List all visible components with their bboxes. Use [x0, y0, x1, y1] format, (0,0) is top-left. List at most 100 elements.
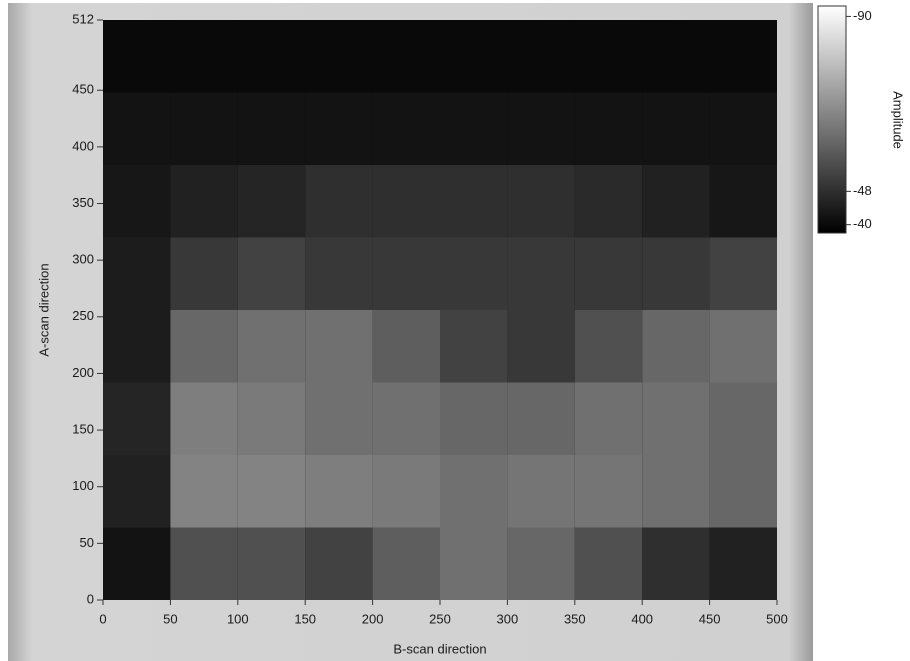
heat-cell — [574, 165, 643, 238]
heat-cell — [709, 92, 777, 165]
heat-cell — [642, 165, 710, 238]
y-axis-title: A-scan direction — [36, 263, 51, 356]
heat-cell — [170, 20, 238, 93]
color-scale-tick-label: -48 — [853, 183, 872, 198]
x-tick-label: 0 — [99, 611, 106, 626]
heat-cell — [507, 237, 575, 310]
heat-cell — [372, 527, 440, 600]
x-tick-label: 300 — [497, 611, 519, 626]
heat-cell — [574, 20, 643, 93]
heat-cell — [709, 527, 777, 600]
heat-cell — [440, 92, 508, 165]
heat-cell — [574, 237, 643, 310]
heat-cell — [507, 455, 575, 528]
heat-cell — [507, 20, 575, 93]
heat-cell — [103, 527, 171, 600]
heat-cell — [170, 455, 238, 528]
heat-cell — [709, 165, 777, 238]
y-tick-label: 450 — [72, 82, 94, 97]
heat-cell — [709, 237, 777, 310]
x-tick-label: 150 — [294, 611, 316, 626]
heat-cell — [507, 382, 575, 455]
x-tick-label: 450 — [699, 611, 721, 626]
heat-cell — [507, 165, 575, 238]
heat-cell — [440, 310, 508, 383]
x-tick-label: 500 — [766, 611, 788, 626]
heat-cell — [372, 20, 440, 93]
y-tick-label: 100 — [72, 478, 94, 493]
color-scale-title: Amplitude — [891, 91, 906, 149]
y-tick-label: 50 — [80, 535, 94, 550]
heat-cell — [170, 310, 238, 383]
heat-cell — [440, 20, 508, 93]
heat-cell — [574, 382, 643, 455]
x-tick-label: 100 — [227, 611, 249, 626]
heat-cell — [372, 237, 440, 310]
heat-cell — [709, 310, 777, 383]
heat-cell — [574, 455, 643, 528]
y-tick-label: 350 — [72, 195, 94, 210]
heat-cell — [305, 92, 373, 165]
x-tick-label: 400 — [631, 611, 653, 626]
heat-cell — [574, 310, 643, 383]
heat-cell — [642, 455, 710, 528]
heat-cell — [305, 165, 373, 238]
heat-cell — [372, 310, 440, 383]
heat-cell — [642, 382, 710, 455]
heat-cell — [103, 455, 171, 528]
heat-cell — [642, 310, 710, 383]
heat-cell — [305, 20, 373, 93]
x-tick-label: 50 — [163, 611, 177, 626]
heat-cell — [103, 20, 171, 93]
x-tick-label: 350 — [564, 611, 586, 626]
heat-cell — [507, 527, 575, 600]
heat-cell — [440, 382, 508, 455]
heat-cell — [305, 527, 373, 600]
heat-cell — [305, 310, 373, 383]
heat-cell — [103, 310, 171, 383]
heat-cell — [237, 382, 306, 455]
heat-cell — [170, 527, 238, 600]
heat-cell — [170, 165, 238, 238]
color-scale — [817, 5, 847, 234]
heat-cell — [170, 382, 238, 455]
heat-cell — [170, 92, 238, 165]
heat-cell — [642, 20, 710, 93]
heat-cell — [103, 92, 171, 165]
heat-cell — [372, 165, 440, 238]
heat-cell — [709, 455, 777, 528]
color-scale-tick-label: -90 — [853, 8, 872, 23]
y-tick-label: 300 — [72, 252, 94, 267]
heat-cell — [103, 165, 171, 238]
heat-cell — [440, 527, 508, 600]
heat-cell — [305, 455, 373, 528]
heat-cell — [372, 455, 440, 528]
y-tick-label: 400 — [72, 138, 94, 153]
heat-cell — [305, 237, 373, 310]
color-scale-tick-label: -40 — [853, 216, 872, 231]
heat-cell — [305, 382, 373, 455]
y-tick-label: 150 — [72, 422, 94, 437]
heat-cell — [372, 92, 440, 165]
heat-cell — [237, 455, 306, 528]
heat-cell — [642, 237, 710, 310]
x-axis-title: B-scan direction — [393, 641, 486, 656]
heat-cell — [237, 527, 306, 600]
heat-cell — [440, 165, 508, 238]
y-tick-label: 250 — [72, 308, 94, 323]
y-tick-label: 200 — [72, 365, 94, 380]
heat-cell — [574, 92, 643, 165]
heat-cell — [237, 20, 306, 93]
x-tick-label: 250 — [429, 611, 451, 626]
heat-cell — [642, 92, 710, 165]
heat-cell — [709, 382, 777, 455]
heat-cell — [237, 310, 306, 383]
heat-cell — [642, 527, 710, 600]
heat-cell — [709, 20, 777, 93]
heat-cell — [237, 165, 306, 238]
heat-cell — [103, 382, 171, 455]
heat-cell — [440, 237, 508, 310]
x-tick-label: 200 — [362, 611, 384, 626]
y-tick-label: 0 — [87, 591, 94, 606]
